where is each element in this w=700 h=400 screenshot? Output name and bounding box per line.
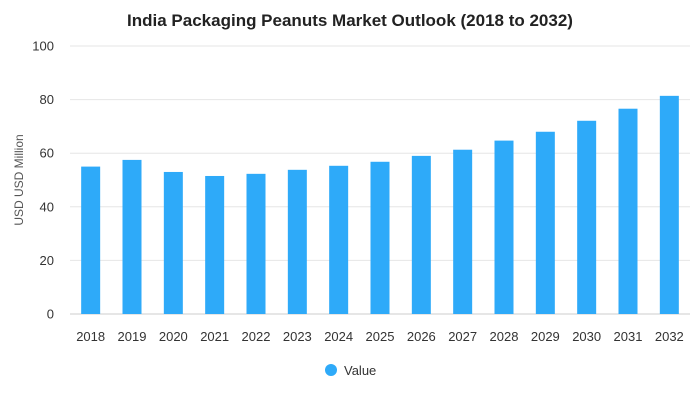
x-tick-label: 2032 xyxy=(655,329,684,344)
x-tick-label: 2025 xyxy=(366,329,395,344)
bar-2030[interactable] xyxy=(577,120,597,314)
legend-label: Value xyxy=(344,363,376,378)
x-tick-label: 2023 xyxy=(283,329,312,344)
y-axis-ticks: 0 20 40 60 80 100 xyxy=(32,39,54,322)
x-tick-label: 2028 xyxy=(490,329,519,344)
y-tick-label: 60 xyxy=(40,146,54,161)
bar-2031[interactable] xyxy=(618,108,638,314)
chart-title: India Packaging Peanuts Market Outlook (… xyxy=(127,11,573,30)
bar-2027[interactable] xyxy=(453,149,473,314)
x-tick-label: 2022 xyxy=(242,329,271,344)
x-tick-label: 2024 xyxy=(324,329,353,344)
bar-2025[interactable] xyxy=(370,161,390,314)
y-tick-label: 0 xyxy=(47,307,54,322)
y-tick-label: 100 xyxy=(32,39,54,54)
y-tick-label: 40 xyxy=(40,199,54,214)
bar-2021[interactable] xyxy=(205,175,225,314)
legend[interactable]: Value xyxy=(325,363,376,378)
y-tick-label: 80 xyxy=(40,92,54,107)
x-tick-label: 2026 xyxy=(407,329,436,344)
x-tick-label: 2030 xyxy=(572,329,601,344)
bar-2020[interactable] xyxy=(163,171,183,314)
bar-2018[interactable] xyxy=(81,166,101,314)
bar-2024[interactable] xyxy=(329,165,349,314)
bar-2019[interactable] xyxy=(122,159,142,314)
y-tick-label: 20 xyxy=(40,253,54,268)
x-tick-label: 2018 xyxy=(76,329,105,344)
x-tick-label: 2031 xyxy=(614,329,643,344)
x-tick-label: 2027 xyxy=(448,329,477,344)
y-axis-title: USD USD Million xyxy=(12,134,26,225)
x-tick-label: 2021 xyxy=(200,329,229,344)
x-tick-label: 2029 xyxy=(531,329,560,344)
bar-2028[interactable] xyxy=(494,140,514,314)
bars xyxy=(81,95,679,315)
bar-2023[interactable] xyxy=(287,169,307,314)
legend-marker-icon xyxy=(325,364,337,376)
bar-2029[interactable] xyxy=(535,131,555,314)
x-axis-ticks: 2018 2019 2020 2021 2022 2023 2024 2025 2026 2027… xyxy=(76,329,684,344)
x-tick-label: 2019 xyxy=(118,329,147,344)
bar-2022[interactable] xyxy=(246,173,266,314)
x-tick-label: 2020 xyxy=(159,329,188,344)
bar-2026[interactable] xyxy=(411,155,431,314)
bar-2032[interactable] xyxy=(659,95,679,315)
